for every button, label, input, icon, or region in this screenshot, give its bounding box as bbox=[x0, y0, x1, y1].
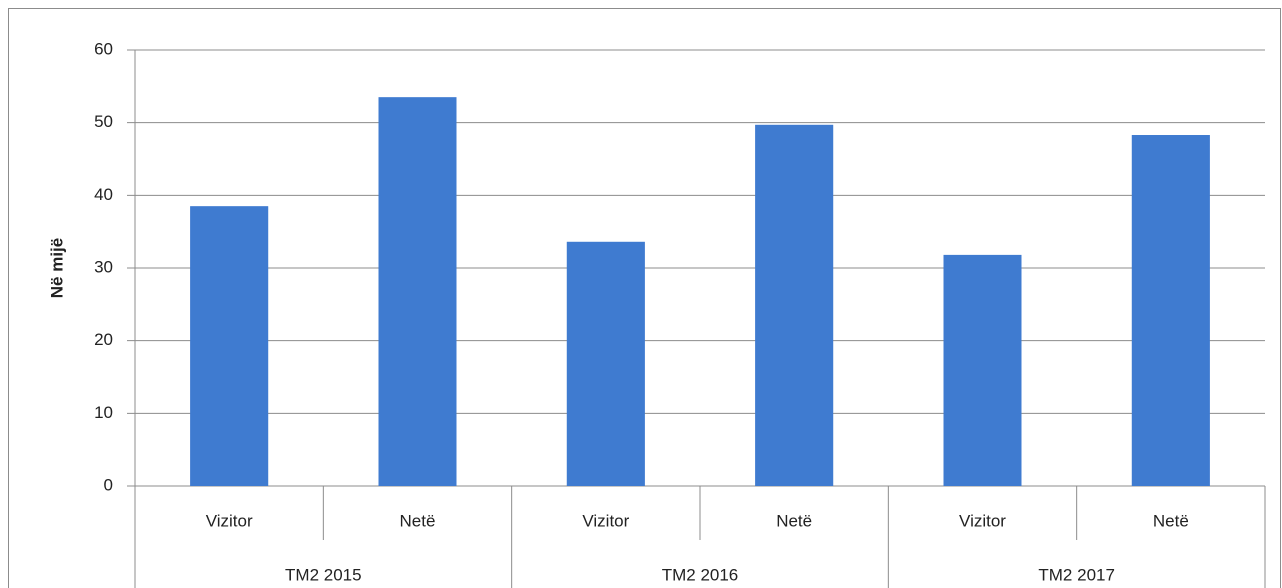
group-label: TM2 2015 bbox=[285, 565, 362, 584]
x-tick-label: Vizitor bbox=[206, 511, 253, 530]
y-tick-label: 40 bbox=[94, 185, 113, 204]
x-tick-label: Netë bbox=[400, 511, 436, 530]
y-tick-label: 30 bbox=[94, 257, 113, 276]
chart-border bbox=[8, 8, 1281, 588]
y-tick-label: 50 bbox=[94, 112, 113, 131]
y-axis-label: Në mijë bbox=[47, 238, 66, 298]
bar bbox=[943, 254, 1022, 486]
bar bbox=[566, 241, 645, 486]
x-tick-label: Netë bbox=[776, 511, 812, 530]
y-tick-label: 20 bbox=[94, 330, 113, 349]
x-tick-label: Vizitor bbox=[582, 511, 629, 530]
bar bbox=[1131, 135, 1210, 486]
group-label: TM2 2017 bbox=[1038, 565, 1115, 584]
y-tick-label: 60 bbox=[94, 39, 113, 58]
x-tick-label: Vizitor bbox=[959, 511, 1006, 530]
x-tick-label: Netë bbox=[1153, 511, 1189, 530]
y-tick-label: 10 bbox=[94, 403, 113, 422]
bar bbox=[378, 97, 457, 486]
bar bbox=[755, 124, 834, 486]
bar bbox=[190, 206, 269, 486]
group-label: TM2 2016 bbox=[662, 565, 739, 584]
y-tick-label: 0 bbox=[104, 475, 113, 494]
